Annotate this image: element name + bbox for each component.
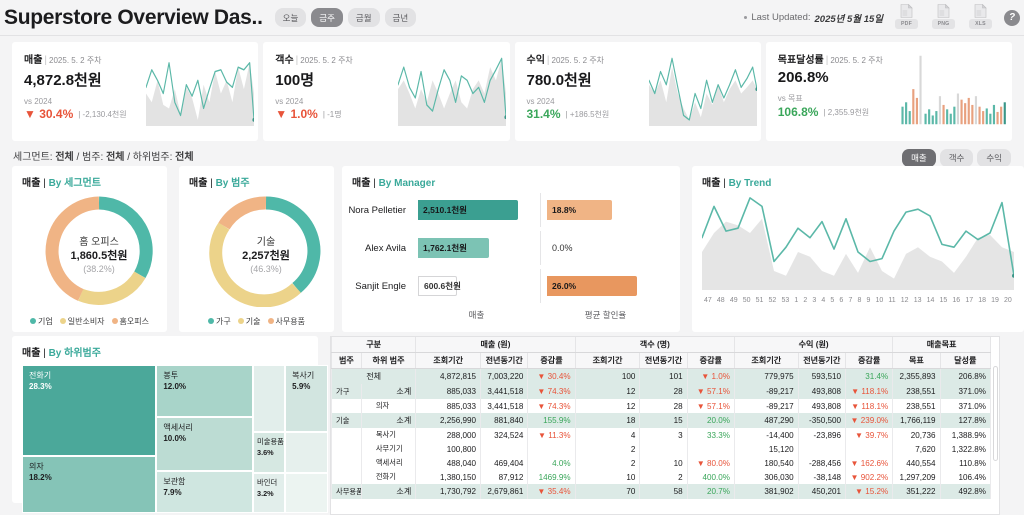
svg-text:(46.3%): (46.3%) [250, 264, 282, 274]
svg-text:1,860.5천원: 1,860.5천원 [71, 248, 128, 262]
svg-text:(38.2%): (38.2%) [83, 264, 115, 274]
svg-text:기술: 기술 [257, 236, 275, 248]
svg-text:2,257천원: 2,257천원 [242, 248, 290, 262]
svg-text:홈 오피스: 홈 오피스 [79, 235, 119, 248]
